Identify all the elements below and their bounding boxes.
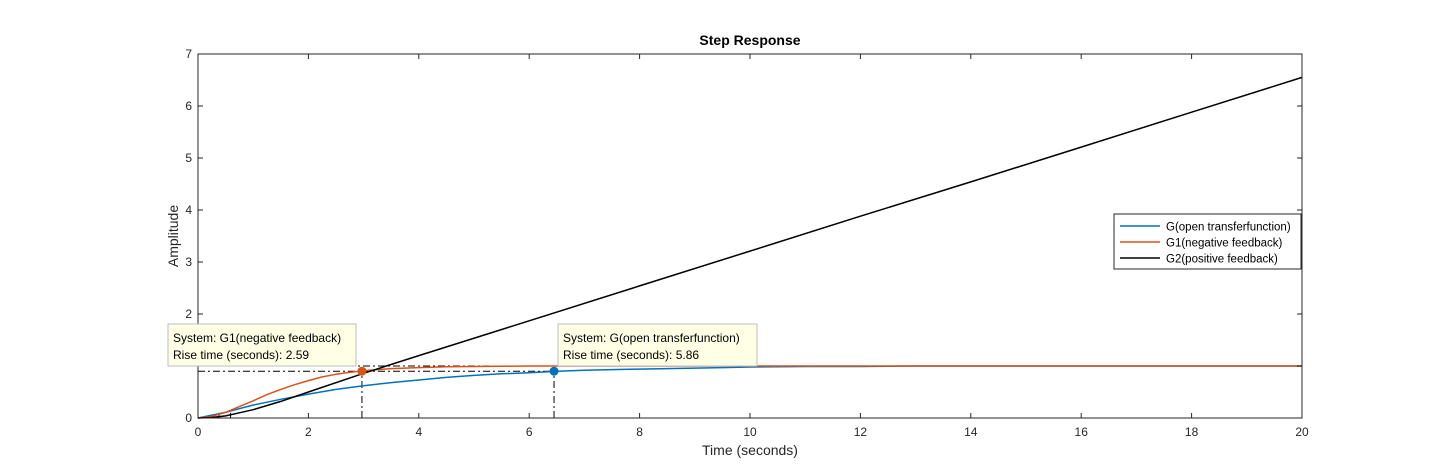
x-tick-label-9: 18 — [1185, 425, 1199, 439]
series-layer — [197, 76, 1303, 419]
datatip-g1-line2: Rise time (seconds): 2.59 — [173, 348, 309, 362]
y-tick-label-7: 7 — [185, 47, 192, 61]
datatip-g1-line1: System: G1(negative feedback) — [173, 331, 341, 345]
datatip-marker-1[interactable] — [549, 366, 559, 376]
legend-entry-1: G1(negative feedback) — [1166, 238, 1283, 250]
datatip-g[interactable]: System: G(open transferfunction) Rise ti… — [557, 323, 758, 367]
x-tick-label-8: 16 — [1075, 425, 1089, 439]
x-tick-label-10: 20 — [1295, 425, 1309, 439]
y-tick-label-6: 6 — [185, 99, 192, 113]
x-axis-label: Time (seconds) — [702, 442, 798, 458]
x-tick-label-5: 10 — [743, 425, 757, 439]
datatip-g-line2: Rise time (seconds): 5.86 — [563, 348, 699, 362]
chart-title: Step Response — [699, 32, 800, 48]
legend[interactable]: G(open transferfunction) G1(negative fee… — [1113, 213, 1302, 270]
legend-entry-0: G(open transferfunction) — [1166, 222, 1291, 234]
x-tick-label-2: 4 — [415, 425, 422, 439]
legend-entry-2: G2(positive feedback) — [1166, 254, 1278, 266]
datatip-g1[interactable]: System: G1(negative feedback) Rise time … — [167, 323, 357, 367]
y-tick-label-5: 5 — [185, 151, 192, 165]
marker-layer — [357, 366, 559, 376]
series-line-2[interactable] — [197, 76, 1303, 419]
y-axis-label: Amplitude — [165, 205, 181, 267]
x-tick-label-7: 14 — [964, 425, 978, 439]
ticks: 0 2 4 6 8 10 12 14 16 18 20 0 2 3 4 5 6 7 — [185, 47, 1309, 439]
x-tick-label-1: 2 — [305, 425, 312, 439]
y-tick-label-0: 0 — [185, 411, 192, 425]
y-tick-label-4: 4 — [185, 203, 192, 217]
x-tick-label-6: 12 — [854, 425, 868, 439]
y-tick-label-3: 3 — [185, 255, 192, 269]
datatip-marker-0[interactable] — [357, 366, 367, 376]
x-tick-label-4: 8 — [636, 425, 643, 439]
x-tick-label-3: 6 — [526, 425, 533, 439]
datatip-g1-box — [167, 323, 357, 367]
x-tick-label-0: 0 — [195, 425, 202, 439]
datatip-g-line1: System: G(open transferfunction) — [563, 331, 740, 345]
y-tick-label-2: 2 — [185, 307, 192, 321]
datatip-g-box — [557, 323, 758, 367]
